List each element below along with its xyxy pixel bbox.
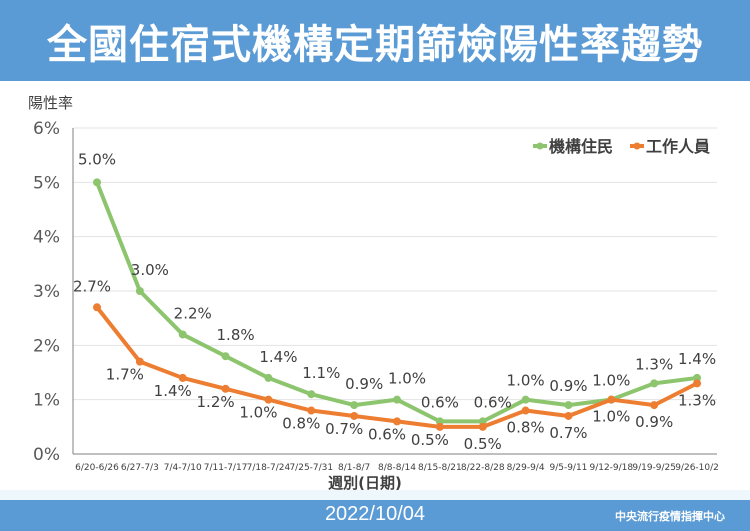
y-tick-label: 2% <box>33 336 60 356</box>
data-point <box>307 406 316 415</box>
data-label: 0.7% <box>325 420 363 438</box>
y-tick-label: 1% <box>33 391 60 411</box>
footer-banner: 2022/10/04 中央流行疫情指揮中心 <box>0 500 750 531</box>
x-tick-label: 8/1-8/7 <box>338 463 370 473</box>
legend-marker-dot <box>536 142 544 150</box>
y-tick-label: 5% <box>33 173 60 193</box>
data-label: 0.6% <box>474 393 512 411</box>
data-label: 0.5% <box>464 435 502 453</box>
data-label: 1.0% <box>507 372 545 390</box>
x-tick-label: 6/20-6/26 <box>75 463 119 473</box>
data-point <box>350 401 359 410</box>
data-label: 1.4% <box>678 350 716 368</box>
data-label: 1.4% <box>154 382 192 400</box>
footer-spacer <box>0 490 750 500</box>
data-point <box>393 417 402 426</box>
chart-title: 全國住宿式機構定期篩檢陽性率趨勢 <box>47 21 703 68</box>
data-point <box>393 395 402 404</box>
data-label: 2.7% <box>73 277 111 295</box>
data-label: 0.8% <box>282 415 320 433</box>
organization-name: 中央流行疫情指揮中心 <box>615 510 725 523</box>
data-label: 1.0% <box>239 404 277 422</box>
data-label: 1.1% <box>302 364 340 382</box>
data-label: 1.2% <box>197 393 235 411</box>
publish-date: 2022/10/04 <box>324 503 426 525</box>
x-tick-label: 8/8-8/14 <box>378 463 416 473</box>
data-label: 1.4% <box>259 348 297 366</box>
data-label: 1.7% <box>106 366 144 384</box>
data-point <box>264 373 273 382</box>
data-point <box>221 384 230 393</box>
data-label: 1.0% <box>388 370 426 388</box>
legend-marker-dot <box>633 142 641 150</box>
y-tick-label: 4% <box>33 228 60 248</box>
data-point <box>564 411 573 420</box>
data-point <box>435 422 444 431</box>
data-point <box>93 178 101 187</box>
data-label: 1.3% <box>635 355 673 373</box>
data-label: 1.0% <box>592 408 630 426</box>
data-point <box>264 395 273 404</box>
data-point <box>521 406 530 415</box>
y-tick-label: 0% <box>33 445 60 465</box>
x-tick-label: 7/11-7/17 <box>204 463 248 473</box>
data-point <box>307 390 316 399</box>
data-point <box>221 352 230 361</box>
data-label: 0.9% <box>345 375 383 393</box>
data-label: 0.9% <box>635 413 673 431</box>
data-point <box>564 401 573 410</box>
data-point <box>650 401 659 410</box>
data-label: 1.0% <box>592 372 630 390</box>
data-label: 3.0% <box>131 261 169 279</box>
y-axis-title: 陽性率 <box>28 94 73 112</box>
data-label: 1.3% <box>678 391 716 409</box>
data-label: 2.2% <box>174 304 212 322</box>
data-label: 0.5% <box>411 431 449 449</box>
data-label: 0.6% <box>421 393 459 411</box>
data-label: 5.0% <box>78 150 116 168</box>
x-tick-label: 8/29-9/4 <box>507 463 545 473</box>
data-point <box>135 287 144 295</box>
data-point <box>607 395 616 404</box>
data-point <box>693 379 702 388</box>
x-tick-label: 7/25-7/31 <box>289 463 333 473</box>
title-banner: 全國住宿式機構定期篩檢陽性率趨勢 <box>0 0 750 81</box>
x-tick-label: 9/26-10/2 <box>675 463 719 473</box>
x-tick-label: 7/4-7/10 <box>164 463 202 473</box>
x-tick-label: 6/27-7/3 <box>121 463 159 473</box>
data-label: 0.7% <box>549 424 587 442</box>
y-tick-label: 3% <box>33 282 60 302</box>
y-tick-label: 6% <box>33 119 60 139</box>
x-tick-label: 8/15-8/21 <box>418 463 462 473</box>
data-point <box>178 330 187 339</box>
data-label: 0.9% <box>549 377 587 395</box>
data-point <box>650 379 659 388</box>
data-point <box>478 422 487 431</box>
data-point <box>350 411 359 420</box>
data-point <box>178 373 187 382</box>
data-label: 1.8% <box>217 326 255 344</box>
legend-label: 工作人員 <box>646 137 710 156</box>
x-tick-label: 8/22-8/28 <box>461 463 505 473</box>
x-tick-label: 9/19-9/25 <box>632 463 676 473</box>
x-tick-label: 9/5-9/11 <box>549 463 587 473</box>
data-point <box>93 303 101 312</box>
data-label: 0.6% <box>368 425 406 443</box>
legend-label: 機構住民 <box>549 137 613 156</box>
x-axis-title: 週別(日期) <box>328 474 402 492</box>
data-point <box>521 395 530 404</box>
x-tick-label: 9/12-9/18 <box>589 463 633 473</box>
data-point <box>135 357 144 366</box>
data-label: 0.8% <box>507 419 545 437</box>
x-tick-label: 7/18-7/24 <box>247 463 291 473</box>
